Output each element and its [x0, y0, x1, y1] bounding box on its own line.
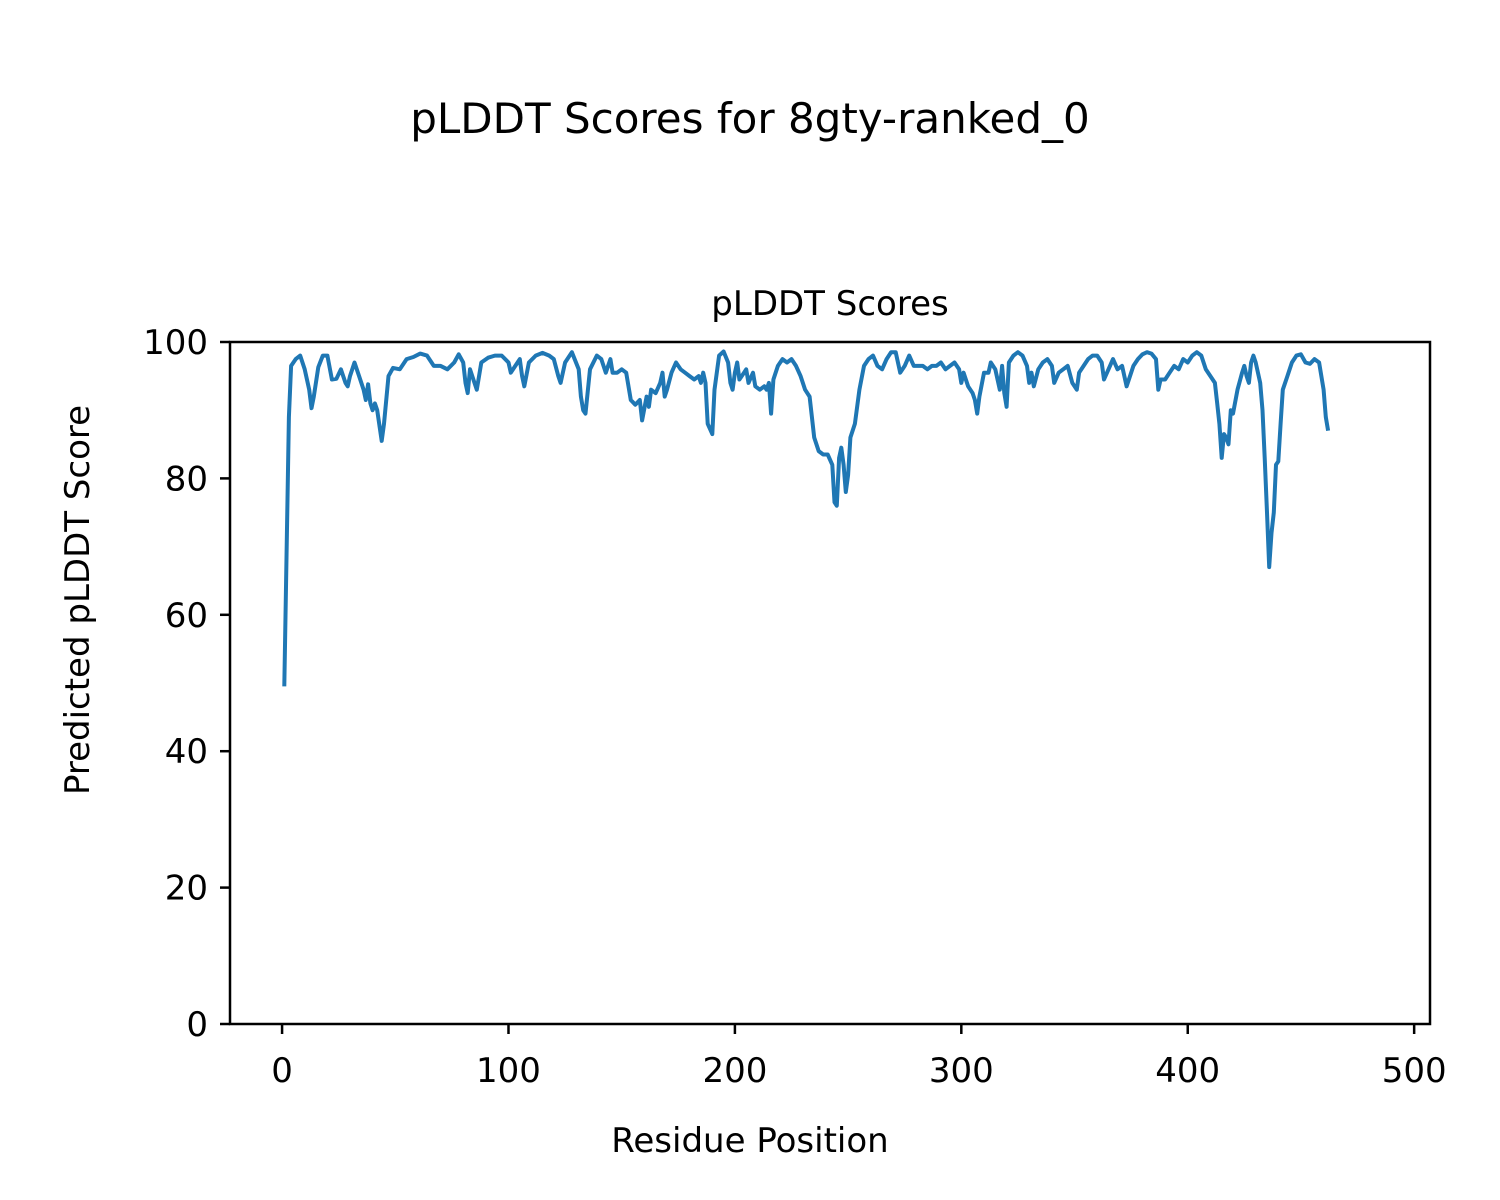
y-tick-label: 80 — [165, 459, 208, 499]
chart-title: pLDDT Scores — [711, 284, 948, 324]
x-axis-ticks: 0 100 200 300 400 500 — [271, 1024, 1447, 1091]
x-tick-label: 100 — [476, 1051, 541, 1091]
x-axis-label: Residue Position — [611, 1121, 888, 1161]
series-line-plddt — [282, 349, 1331, 687]
plot-area-frame — [228, 340, 1432, 1026]
x-tick-label: 500 — [1382, 1051, 1447, 1091]
y-tick-label: 40 — [165, 732, 208, 772]
y-axis-ticks: 0 20 40 60 80 100 — [143, 323, 230, 1045]
figure-suptitle: pLDDT Scores for 8gty-ranked_0 — [410, 94, 1090, 143]
y-tick-label: 100 — [143, 323, 208, 363]
x-tick-label: 0 — [271, 1051, 293, 1091]
x-tick-label: 300 — [929, 1051, 994, 1091]
y-tick-label: 60 — [165, 596, 208, 636]
y-axis-label: Predicted pLDDT Score — [58, 405, 98, 795]
x-tick-label: 400 — [1155, 1051, 1220, 1091]
y-tick-label: 0 — [186, 1005, 208, 1045]
y-tick-label: 20 — [165, 869, 208, 909]
x-tick-label: 200 — [702, 1051, 767, 1091]
